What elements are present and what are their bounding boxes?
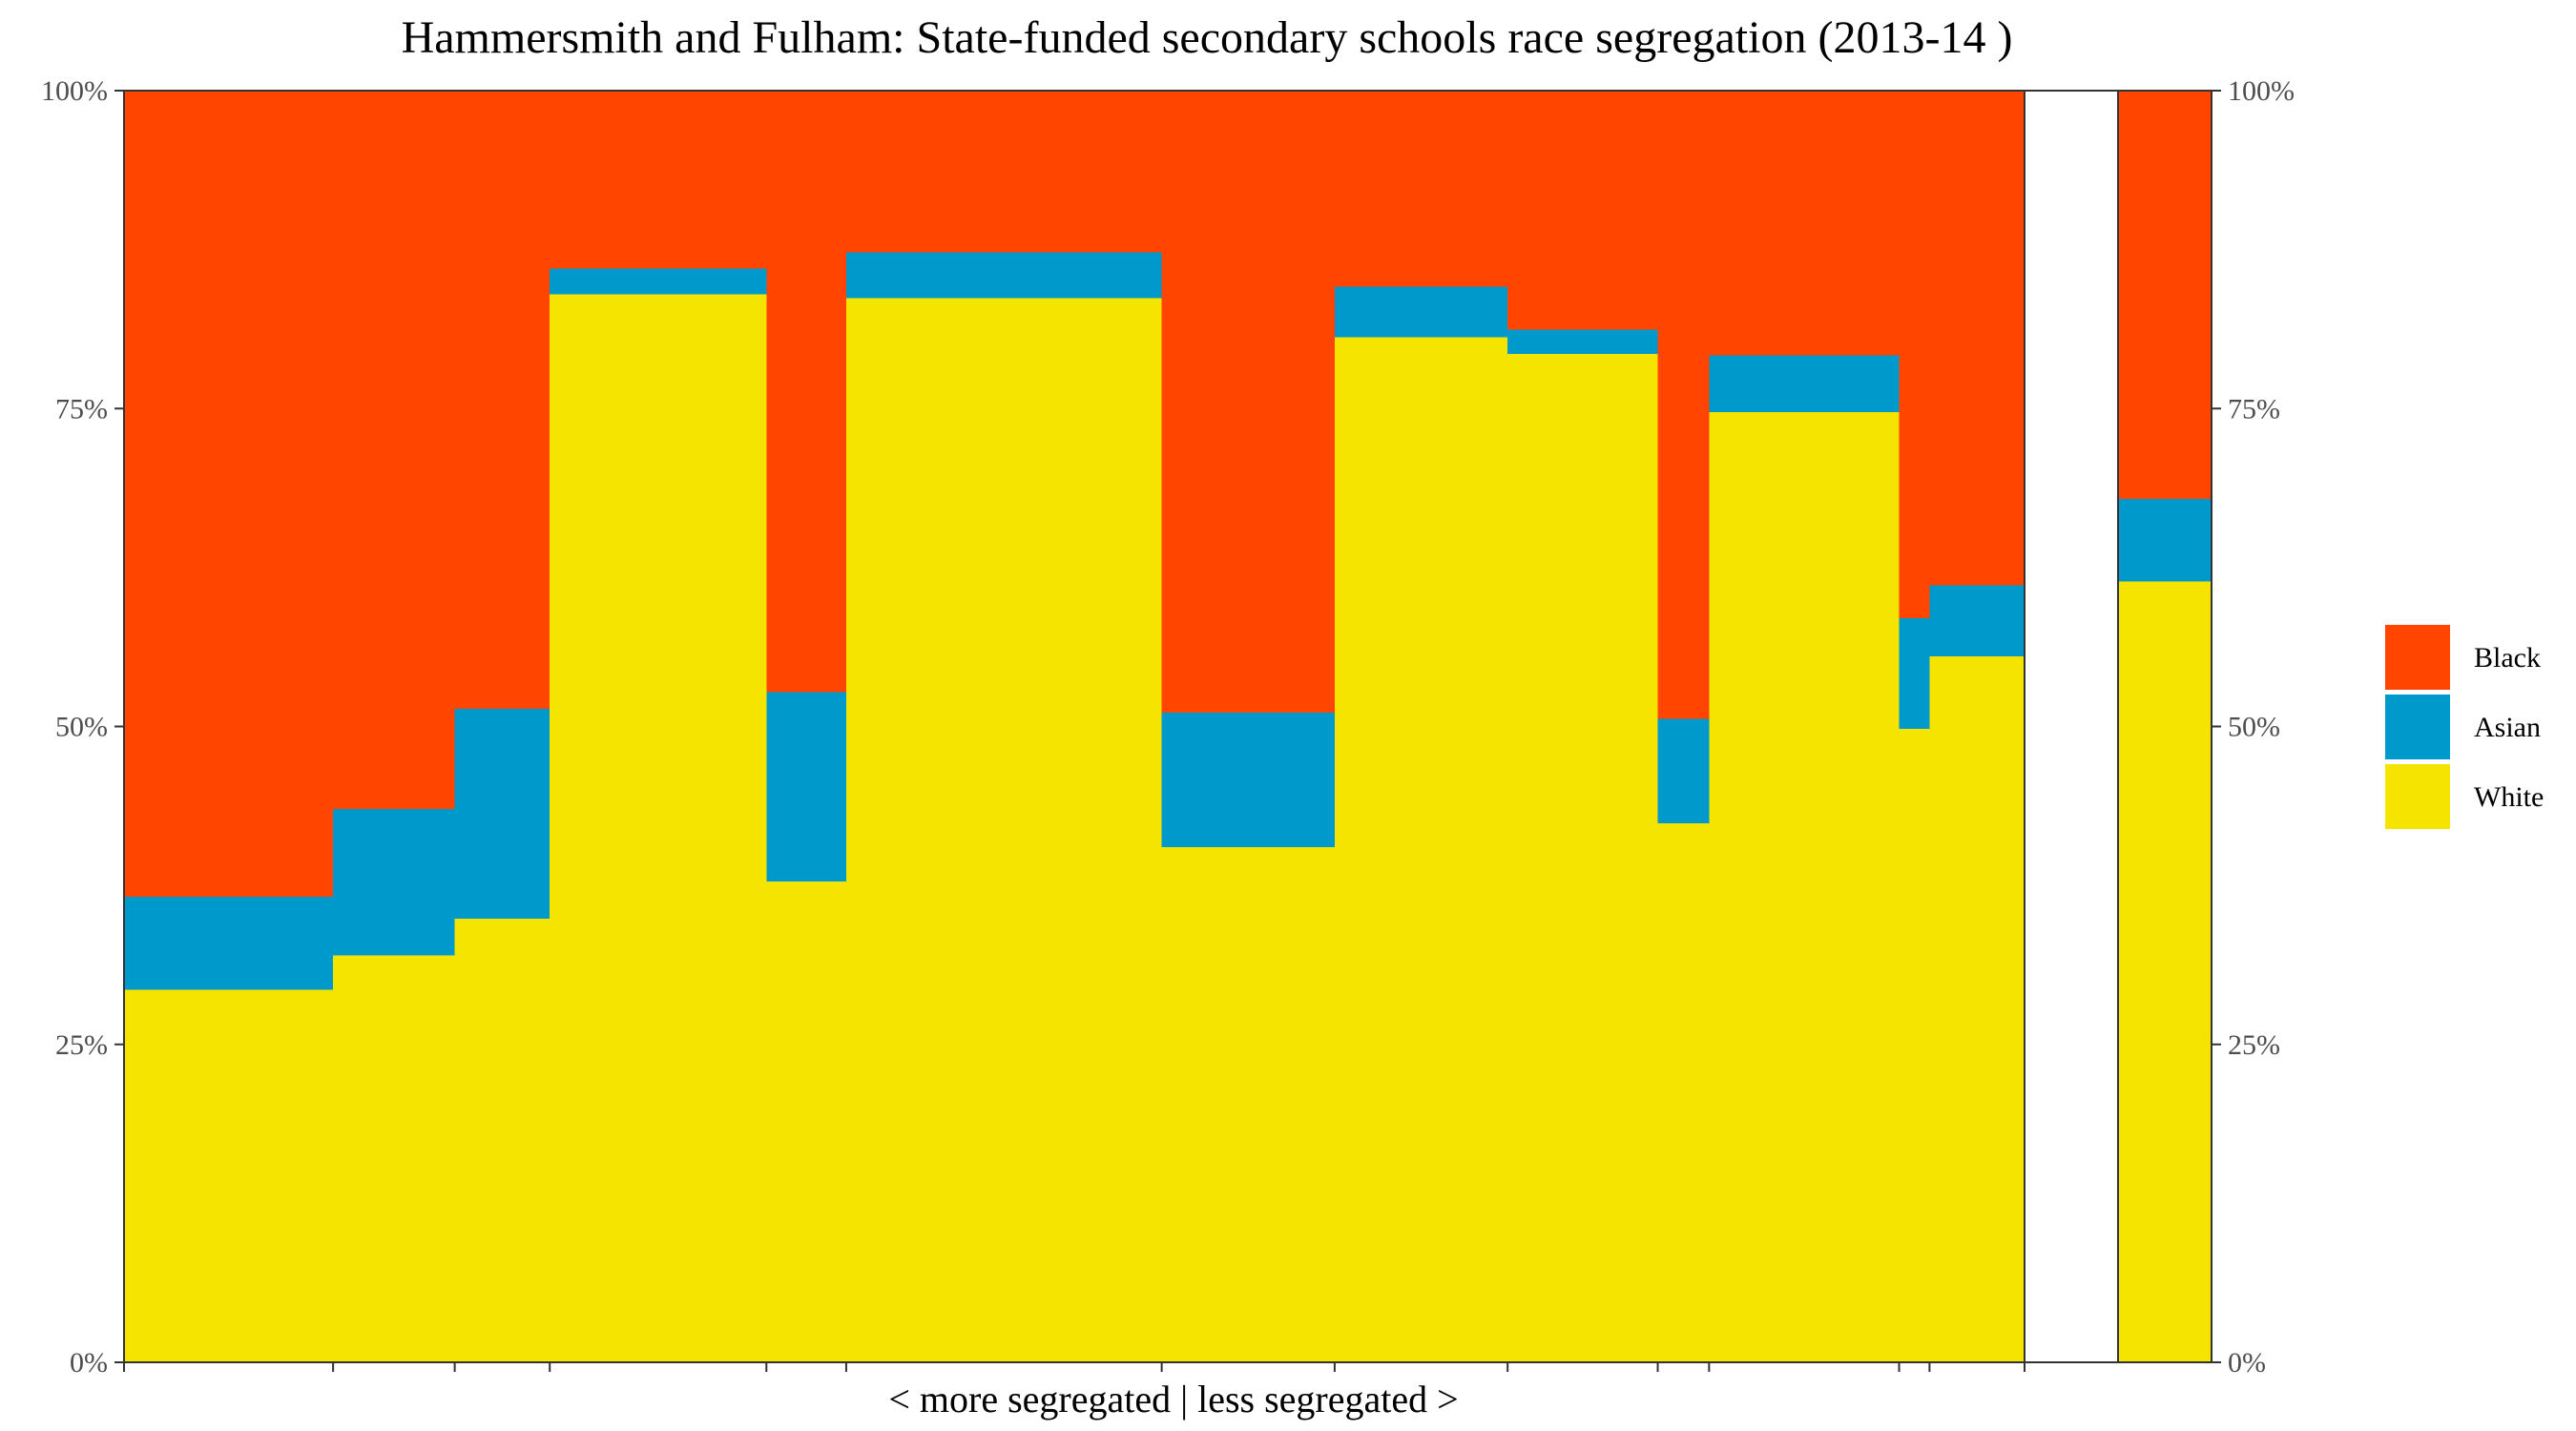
school-8-white-bar: [1334, 337, 1508, 1362]
total-0-asian-bar: [2118, 498, 2212, 582]
school-1-white-bar: [124, 989, 334, 1362]
school-9-white-bar: [1507, 353, 1658, 1362]
y-tick-label-left: 100%: [41, 75, 108, 107]
y-tick-label-left: 0%: [70, 1347, 108, 1379]
school-6-black-bar: [845, 91, 1162, 253]
school-4-white-bar: [550, 294, 767, 1362]
school-13-black-bar: [1929, 91, 2025, 586]
school-9-black-bar: [1507, 91, 1658, 330]
school-5-black-bar: [766, 91, 846, 693]
school-3-asian-bar: [454, 708, 551, 919]
school-12-black-bar: [1899, 91, 1930, 619]
legend-key-asian: [2385, 695, 2450, 759]
y-tick-label-right: 0%: [2228, 1347, 2266, 1379]
school-3-white-bar: [454, 918, 551, 1362]
school-10-white-bar: [1657, 822, 1710, 1362]
school-5-white-bar: [766, 881, 846, 1362]
y-tick-label-right: 50%: [2228, 712, 2280, 743]
school-11-black-bar: [1709, 91, 1900, 356]
chart-title: Hammersmith and Fulham: State-funded sec…: [402, 12, 2013, 63]
total-0-black-bar: [2118, 91, 2212, 499]
school-11-asian-bar: [1709, 355, 1900, 413]
school-5-asian-bar: [766, 692, 846, 882]
school-2-asian-bar: [333, 809, 455, 956]
school-6-white-bar: [845, 298, 1162, 1362]
school-10-asian-bar: [1657, 718, 1710, 823]
y-tick-label-right: 75%: [2228, 393, 2280, 425]
y-tick-label-right: 100%: [2228, 75, 2295, 107]
y-tick-label-left: 25%: [55, 1029, 108, 1061]
legend-label-asian: Asian: [2474, 712, 2541, 743]
axes: 0% 0% 25% 25% 50% 50% 75% 75% 100% 100%: [41, 75, 2295, 1379]
school-12-asian-bar: [1899, 618, 1930, 730]
school-12-white-bar: [1899, 729, 1930, 1362]
legend-label-white: White: [2474, 781, 2544, 813]
school-2-black-bar: [333, 91, 455, 810]
school-1-black-bar: [124, 91, 334, 898]
y-tick-label-left: 50%: [55, 712, 108, 743]
plot-area: [124, 91, 2212, 1362]
school-6-asian-bar: [845, 252, 1162, 299]
school-1-asian-bar: [124, 897, 334, 990]
school-13-white-bar: [1929, 656, 2025, 1362]
school-7-black-bar: [1161, 91, 1335, 713]
school-13-asian-bar: [1929, 585, 2025, 657]
school-9-asian-bar: [1507, 329, 1658, 354]
school-8-black-bar: [1334, 91, 1508, 287]
total-0-white-bar: [2118, 581, 2212, 1362]
school-10-black-bar: [1657, 91, 1710, 719]
y-tick-label-left: 75%: [55, 393, 108, 425]
school-2-white-bar: [333, 955, 455, 1362]
legend: Black Asian White: [2385, 625, 2544, 829]
x-axis-label: < more segregated | less segregated >: [888, 1378, 1458, 1421]
legend-key-white: [2385, 764, 2450, 829]
y-tick-label-right: 25%: [2228, 1029, 2280, 1061]
school-4-asian-bar: [550, 268, 767, 295]
school-3-black-bar: [454, 91, 551, 709]
school-7-asian-bar: [1161, 712, 1335, 848]
school-8-asian-bar: [1334, 286, 1508, 338]
legend-key-black: [2385, 625, 2450, 690]
legend-label-black: Black: [2474, 642, 2541, 674]
school-4-black-bar: [550, 91, 767, 269]
school-7-white-bar: [1161, 847, 1335, 1362]
school-11-white-bar: [1709, 412, 1900, 1362]
